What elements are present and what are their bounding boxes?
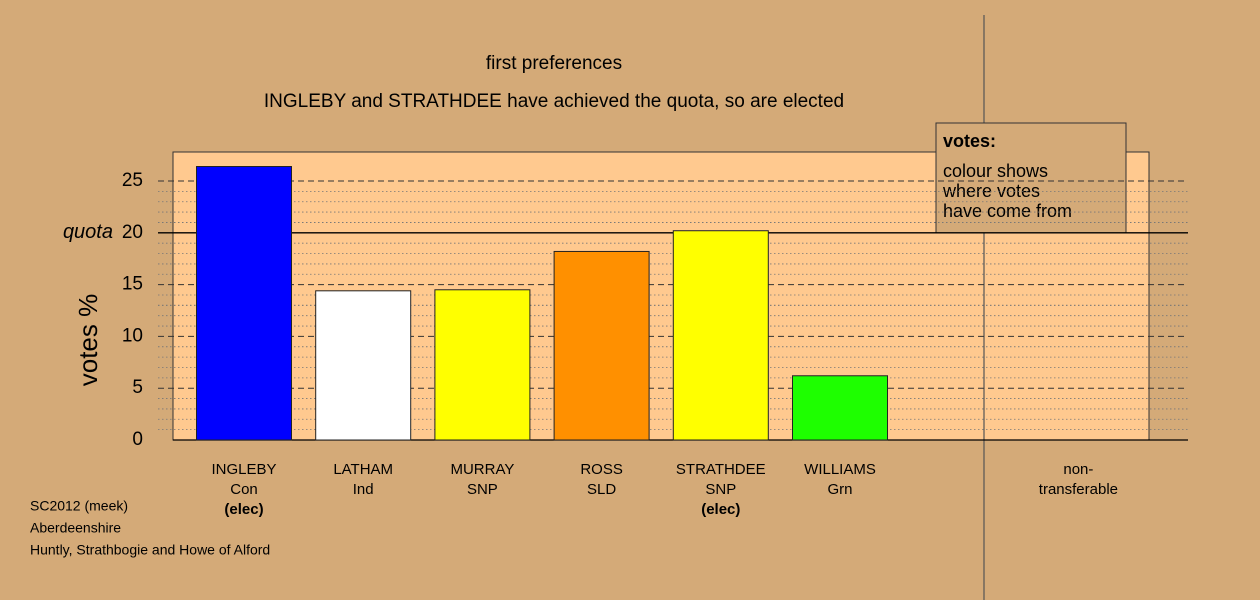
bar [792, 375, 888, 441]
legend-title: votes: [943, 131, 996, 151]
x-tick-label: INGLEBY [211, 461, 276, 478]
y-axis-label: votes % [73, 294, 103, 387]
x-tick-label: (elec) [224, 501, 263, 518]
y-tick-label: 5 [132, 377, 143, 398]
x-tick-label: SLD [587, 481, 616, 498]
x-tick-label: Ind [353, 481, 374, 498]
y-tick-label: 10 [122, 325, 143, 346]
footer-text: Huntly, Strathbogie and Howe of Alford [30, 542, 270, 558]
legend-text: colour shows [943, 161, 1048, 181]
x-tick-label: SNP [705, 481, 736, 498]
chart-title: first preferences [486, 53, 622, 74]
legend-box [935, 122, 1127, 234]
chart-subtitle: INGLEBY and STRATHDEE have achieved the … [264, 91, 844, 112]
x-tick-label: ROSS [580, 461, 623, 478]
bar [553, 250, 650, 441]
x-tick-label: transferable [1039, 481, 1118, 498]
x-tick-label: SNP [467, 481, 498, 498]
bar [196, 166, 292, 441]
x-tick-label: Con [230, 481, 258, 498]
footer-text: SC2012 (meek) [30, 498, 128, 514]
x-tick-label: STRATHDEE [676, 461, 766, 478]
bar [434, 289, 531, 441]
legend-text: have come from [943, 201, 1072, 221]
y-tick-label: 0 [132, 429, 143, 450]
bar [672, 230, 769, 441]
x-tick-label: Grn [827, 481, 852, 498]
x-tick-label: WILLIAMS [804, 461, 876, 478]
y-tick-label: 25 [122, 170, 143, 191]
bar [315, 290, 412, 441]
legend-text: where votes [942, 181, 1040, 201]
quota-label: quota [63, 221, 113, 243]
y-tick-label: 15 [122, 274, 143, 295]
y-tick-label: 20 [122, 222, 143, 243]
footer-text: Aberdeenshire [30, 520, 121, 536]
x-tick-label: (elec) [701, 501, 740, 518]
x-tick-label: LATHAM [333, 461, 393, 478]
x-tick-label: non- [1063, 461, 1093, 478]
x-tick-label: MURRAY [450, 461, 514, 478]
